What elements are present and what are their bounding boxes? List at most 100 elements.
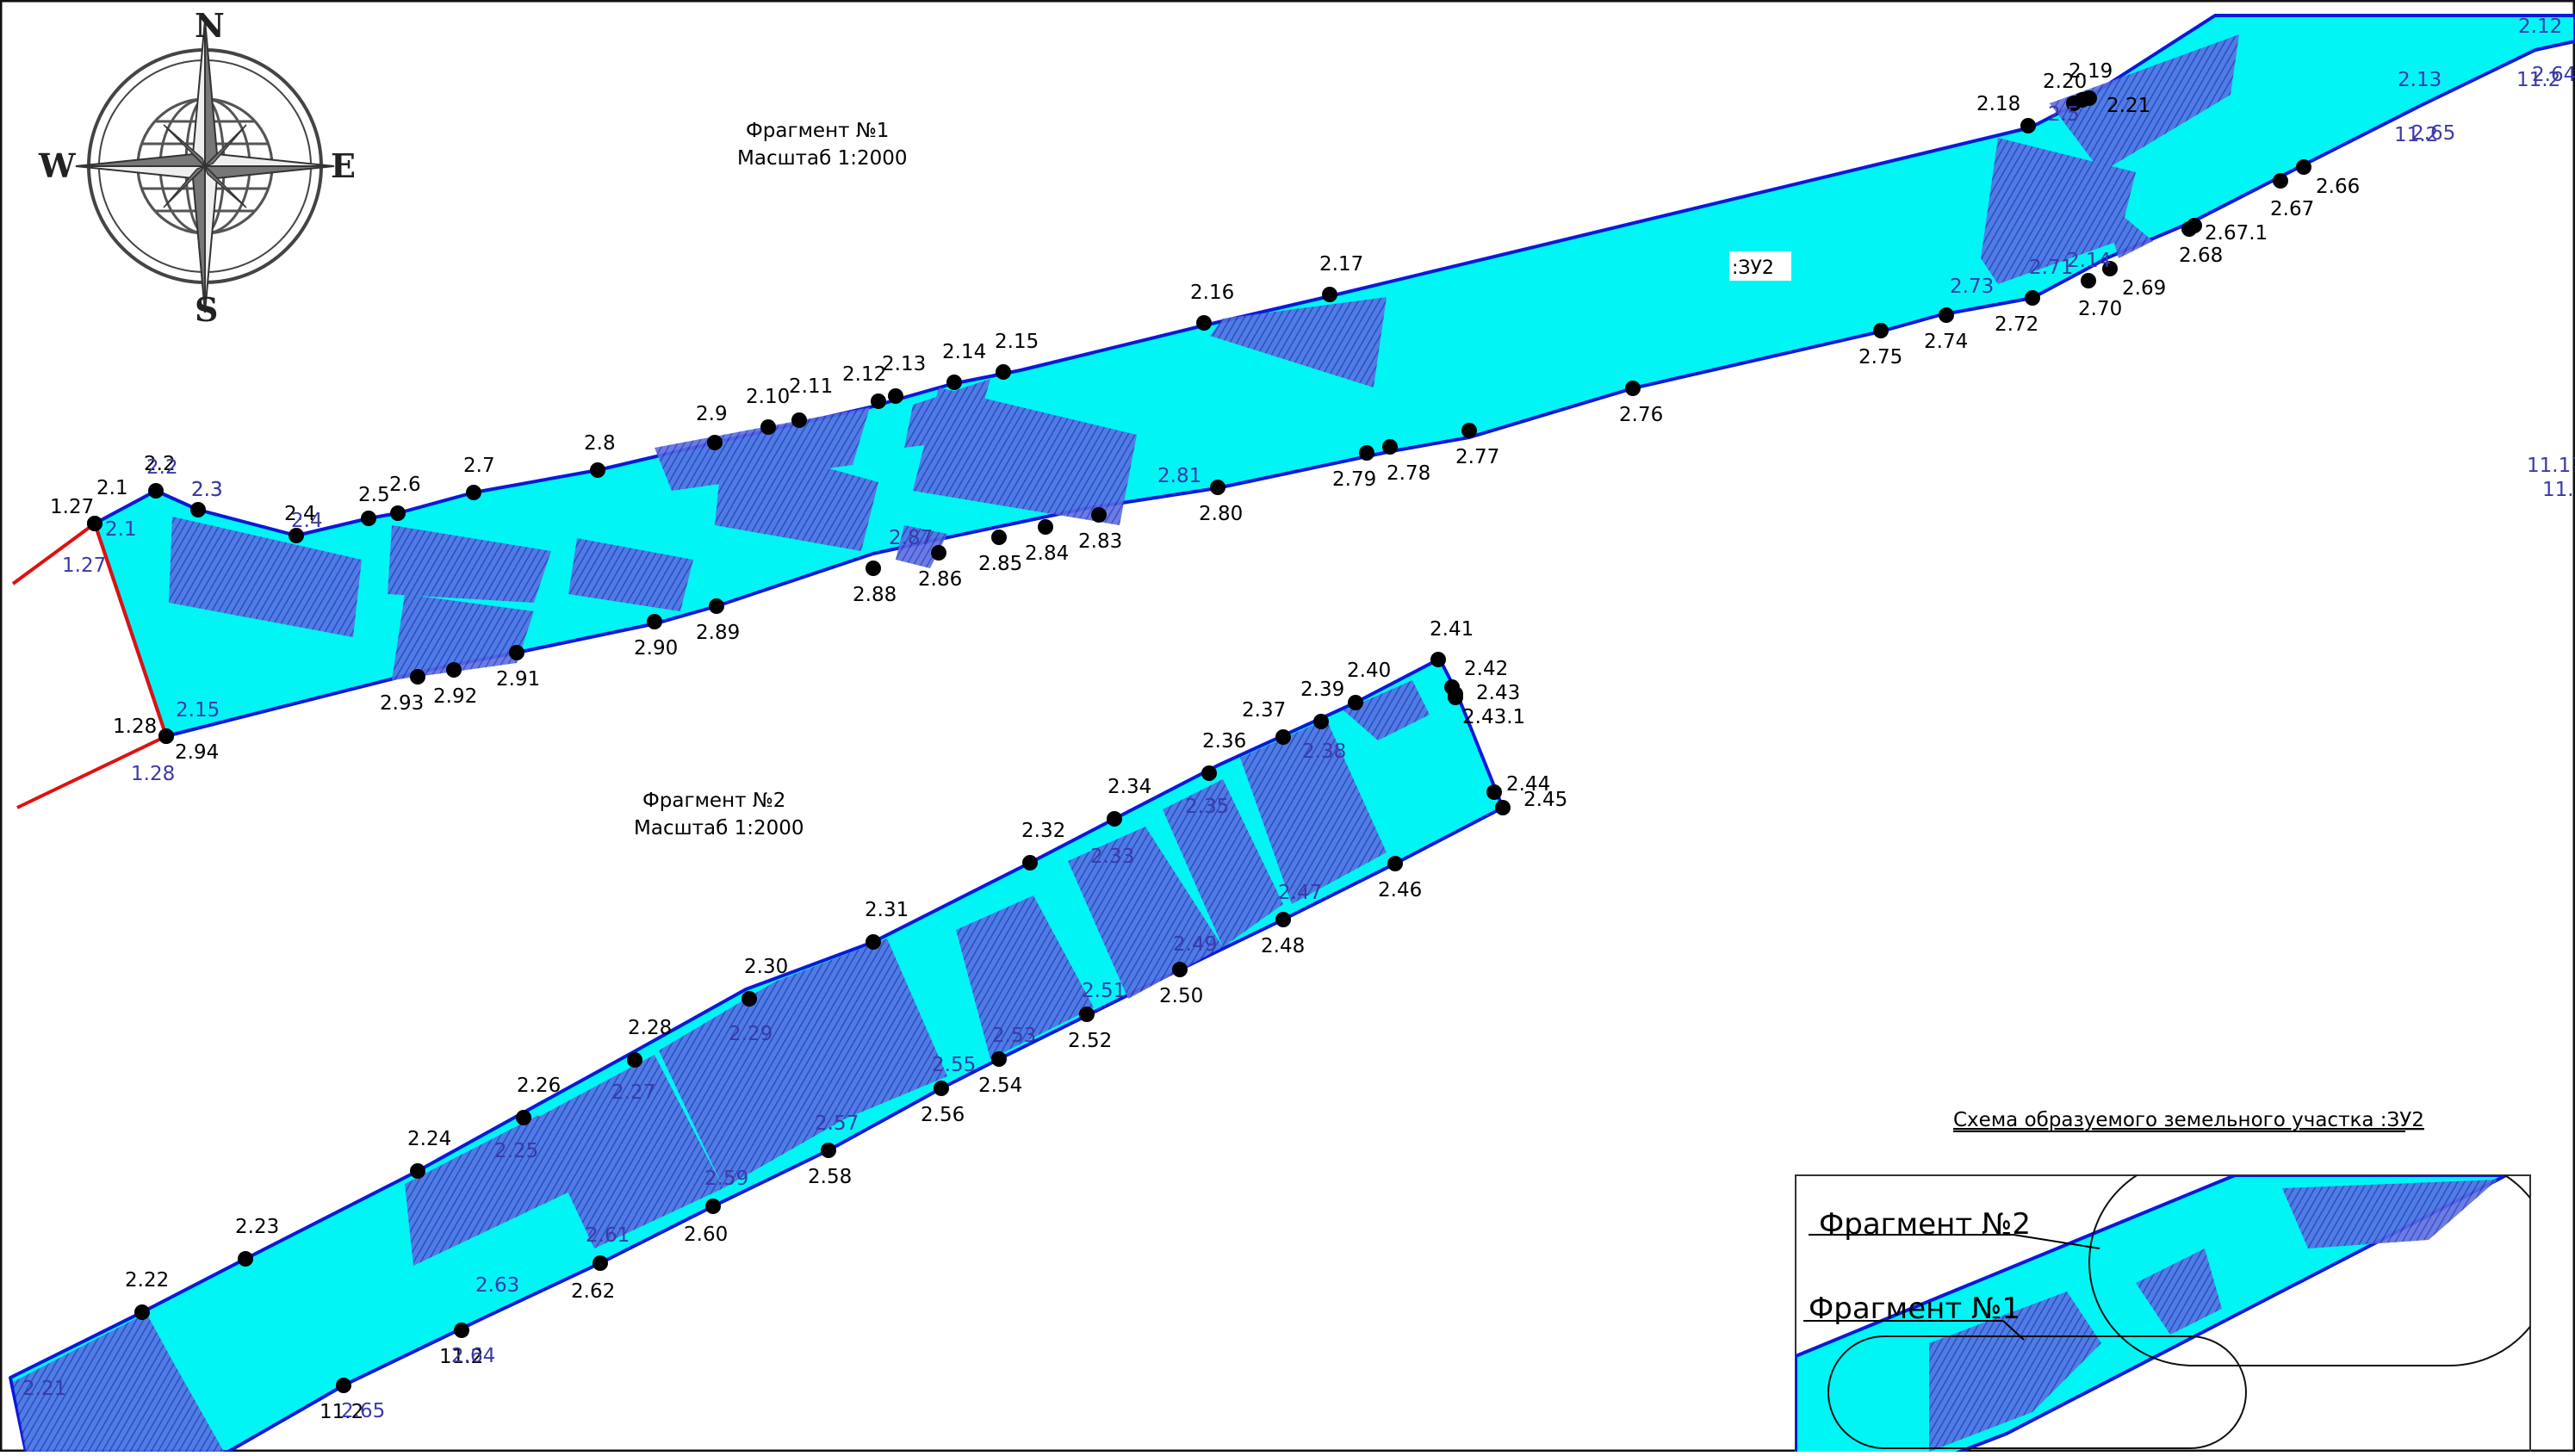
compass-star bbox=[75, 19, 335, 313]
survey-point-label: 2.11 bbox=[789, 375, 833, 398]
survey-point-label: 2.77 bbox=[1455, 446, 1499, 468]
survey-point-label: 2.12 bbox=[842, 363, 886, 386]
fragment-2: Фрагмент №2 Масштаб 1:2000 2.222.232.242… bbox=[9, 618, 1567, 1453]
survey-point-marker bbox=[1275, 729, 1291, 745]
survey-point-label: 2.42 bbox=[1464, 658, 1508, 680]
survey-point-label: 2.18 bbox=[1976, 93, 2020, 115]
survey-point-label: 2.72 bbox=[1995, 313, 2038, 336]
survey-point-label: 2.1 bbox=[96, 477, 128, 499]
inner-point-label: 2.65 bbox=[341, 1400, 385, 1422]
inner-point-label: 2.57 bbox=[815, 1112, 859, 1135]
fragment-1-points: 1.272.12.22.32.42.5 2.62.72.82.92.102.112… bbox=[50, 60, 2360, 764]
survey-point-label: 2.50 bbox=[1159, 985, 1203, 1007]
survey-point-marker bbox=[1038, 519, 1053, 535]
survey-point-label: 2.40 bbox=[1347, 660, 1391, 682]
inner-point-label: 2.13 bbox=[2398, 69, 2442, 91]
survey-point-label: 2.45 bbox=[1523, 789, 1567, 811]
survey-point-label: 2.28 bbox=[628, 1017, 672, 1039]
survey-point-marker bbox=[1348, 695, 1363, 710]
survey-point-marker bbox=[390, 505, 406, 521]
fragment-1: :ЗУ2 Фрагмент №1 Масштаб 1:2000 1.272.12… bbox=[11, 14, 2575, 809]
inner-point-label: 2.73 bbox=[1950, 276, 1994, 298]
inner-point-label: 11.2 bbox=[2394, 124, 2438, 146]
inner-point-label: 2.27 bbox=[611, 1081, 655, 1104]
inner-point-label: 2.71 bbox=[2029, 257, 2073, 279]
survey-point-label: 2.32 bbox=[1021, 820, 1065, 842]
survey-point-marker bbox=[1448, 690, 1463, 705]
survey-point-marker bbox=[158, 728, 174, 744]
survey-point-marker bbox=[148, 483, 164, 499]
survey-point-marker bbox=[1873, 323, 1889, 338]
survey-point-marker bbox=[1313, 714, 1329, 729]
inner-point-label: 2.25 bbox=[494, 1140, 538, 1162]
survey-point-marker bbox=[454, 1323, 469, 1338]
survey-point-label: 2.34 bbox=[1108, 776, 1151, 798]
survey-point-marker bbox=[509, 645, 524, 660]
survey-point-marker bbox=[2081, 273, 2096, 288]
survey-point-marker bbox=[2025, 290, 2040, 306]
survey-point-marker bbox=[741, 991, 757, 1007]
inner-point-label: 2.5 bbox=[2048, 103, 2080, 126]
inner-point-label: 2.21 bbox=[22, 1378, 66, 1400]
survey-point-label: 2.94 bbox=[175, 741, 219, 764]
survey-point-label: 2.78 bbox=[1387, 462, 1430, 485]
survey-point-marker bbox=[871, 393, 886, 409]
survey-point-label: 2.48 bbox=[1261, 935, 1305, 957]
inner-point-label: 11.17 bbox=[2527, 455, 2575, 477]
survey-point-label: 2.46 bbox=[1378, 879, 1422, 901]
inner-point-label: 2.63 bbox=[475, 1274, 519, 1297]
survey-point-label: 2.6 bbox=[389, 474, 421, 496]
compass-rose: N S E W bbox=[38, 6, 356, 329]
fragment-1-inner-labels: 2.12.22.32.41.271.282.152.52.712.142.732… bbox=[62, 15, 2575, 785]
survey-point-marker bbox=[361, 511, 376, 526]
compass-south: S bbox=[195, 290, 218, 329]
survey-point-marker bbox=[1107, 811, 1122, 827]
survey-point-marker bbox=[627, 1052, 642, 1068]
survey-point-marker bbox=[1382, 439, 1398, 455]
inner-point-label: 2.51 bbox=[1082, 980, 1126, 1002]
survey-point-marker bbox=[888, 388, 903, 404]
inner-point-label: 2.33 bbox=[1090, 846, 1134, 868]
compass-east: E bbox=[331, 146, 356, 185]
survey-point-marker bbox=[1495, 800, 1511, 815]
survey-point-label: 2.26 bbox=[517, 1075, 561, 1097]
survey-point-marker bbox=[707, 435, 723, 450]
inner-point-label: 2.4 bbox=[291, 510, 323, 532]
survey-point-label: 2.15 bbox=[995, 331, 1039, 353]
survey-point-marker bbox=[1939, 307, 1954, 323]
inner-point-label: 11.2 bbox=[2516, 69, 2560, 91]
survey-point-label: 2.13 bbox=[882, 353, 926, 375]
survey-point-label: 2.74 bbox=[1924, 331, 1968, 353]
survey-point-marker bbox=[134, 1304, 150, 1320]
survey-point-label: 2.23 bbox=[235, 1216, 279, 1238]
survey-point-marker bbox=[87, 516, 102, 531]
inner-point-label: 2.64 bbox=[2532, 64, 2575, 86]
survey-point-marker bbox=[2020, 118, 2036, 133]
survey-point-marker bbox=[821, 1143, 836, 1158]
survey-point-marker bbox=[1172, 962, 1188, 977]
survey-point-label: 2.5 bbox=[358, 484, 390, 506]
survey-point-label: 2.80 bbox=[1199, 503, 1243, 525]
inner-point-label: 2.29 bbox=[729, 1023, 772, 1045]
survey-point-label: 2.24 bbox=[407, 1128, 451, 1150]
inner-point-label: 2.38 bbox=[1302, 740, 1346, 763]
survey-point-label: 2.66 bbox=[2316, 176, 2360, 198]
fragment-2-inner-labels: 2.21 2.25 2.27 2.29 2.33 2.35 2.38 2.47 2.49 2.51… bbox=[22, 740, 1346, 1422]
survey-point-label: 2.14 bbox=[942, 341, 986, 363]
survey-point-label: 2.2 bbox=[144, 453, 176, 475]
inner-point-label: 2.59 bbox=[704, 1168, 748, 1190]
survey-point-label: 2.30 bbox=[744, 956, 788, 978]
survey-point-marker bbox=[2296, 159, 2311, 175]
survey-point-label: 2.37 bbox=[1242, 699, 1286, 722]
survey-point-marker bbox=[410, 669, 425, 685]
inset-title: Схема образуемого земельного участка :ЗУ… bbox=[1953, 1109, 2424, 1131]
fragment-2-points: 2.22 2.23 2.24 2.26 2.28 2.30 2.31 2.32 2.34 2.36… bbox=[125, 618, 1567, 1423]
inner-point-label: 2.87 bbox=[889, 527, 933, 549]
survey-point-label: 11.2 bbox=[320, 1401, 363, 1423]
survey-point-marker bbox=[791, 412, 807, 428]
survey-point-label: 2.10 bbox=[746, 386, 790, 408]
survey-point-label: 2.91 bbox=[496, 668, 540, 691]
inner-point-label: 2.81 bbox=[1157, 465, 1201, 487]
survey-point-marker bbox=[410, 1163, 425, 1179]
